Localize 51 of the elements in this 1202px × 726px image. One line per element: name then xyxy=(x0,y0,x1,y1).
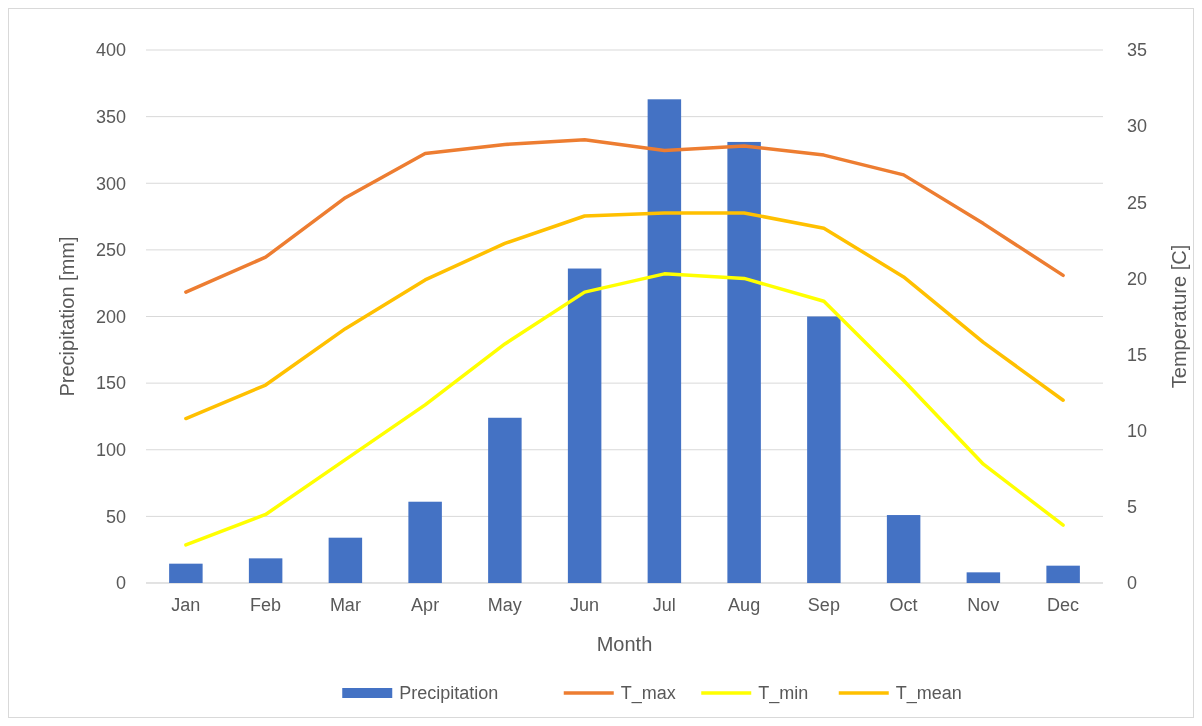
x-tick-label: Apr xyxy=(411,595,440,615)
bar xyxy=(328,537,363,583)
x-tick-label: May xyxy=(487,595,522,615)
bar xyxy=(248,558,283,583)
y2-tick-label: 35 xyxy=(1127,40,1148,61)
y-tick-label: 400 xyxy=(95,40,126,61)
bar xyxy=(727,141,761,583)
bar xyxy=(886,515,921,583)
x-axis-title: Month xyxy=(596,633,653,655)
y2-tick-label: 0 xyxy=(1127,573,1138,594)
legend-label: T_max xyxy=(620,683,676,705)
y-tick-label: 300 xyxy=(95,173,126,194)
bar xyxy=(567,268,602,583)
y-axis-title: Precipitation [mm] xyxy=(56,236,78,397)
x-tick-label: Jan xyxy=(171,595,201,615)
y-tick-label: 350 xyxy=(95,106,126,127)
x-tick-label: Feb xyxy=(250,595,282,615)
y-tick-label: 150 xyxy=(95,373,126,394)
bar xyxy=(1046,565,1080,583)
y-tick-label: 100 xyxy=(95,440,126,461)
y-tick-label: 200 xyxy=(95,306,126,327)
y-tick-label: 250 xyxy=(95,240,126,261)
x-tick-label: Oct xyxy=(889,595,918,615)
bar xyxy=(966,572,1001,583)
x-tick-label: Sep xyxy=(807,595,840,615)
y2-tick-label: 25 xyxy=(1127,192,1148,213)
line-series xyxy=(184,272,1065,547)
y2-tick-label: 15 xyxy=(1127,344,1148,365)
y2-tick-label: 5 xyxy=(1127,497,1138,518)
bar xyxy=(169,563,203,583)
bar xyxy=(807,316,841,583)
y2-tick-label: 20 xyxy=(1127,268,1148,289)
legend-label: T_min xyxy=(758,683,809,705)
x-tick-label: Jun xyxy=(570,595,600,615)
legend-label: T_mean xyxy=(895,683,962,705)
y-tick-label: 0 xyxy=(115,573,126,594)
x-tick-label: Aug xyxy=(728,595,761,615)
bar xyxy=(408,501,442,583)
line-series xyxy=(184,138,1065,294)
x-tick-label: Jul xyxy=(652,595,676,615)
x-tick-label: Nov xyxy=(967,595,1000,615)
bar xyxy=(647,99,682,583)
bar xyxy=(488,417,522,583)
legend-label: Precipitation xyxy=(399,683,499,704)
y2-tick-label: 30 xyxy=(1127,116,1148,137)
line-series xyxy=(184,211,1065,421)
y2-tick-label: 10 xyxy=(1127,421,1148,442)
x-tick-label: Mar xyxy=(329,595,361,615)
x-tick-label: Dec xyxy=(1047,595,1080,615)
y-tick-label: 50 xyxy=(105,506,126,527)
y2-axis-title: Temperature [C] xyxy=(1168,244,1190,389)
